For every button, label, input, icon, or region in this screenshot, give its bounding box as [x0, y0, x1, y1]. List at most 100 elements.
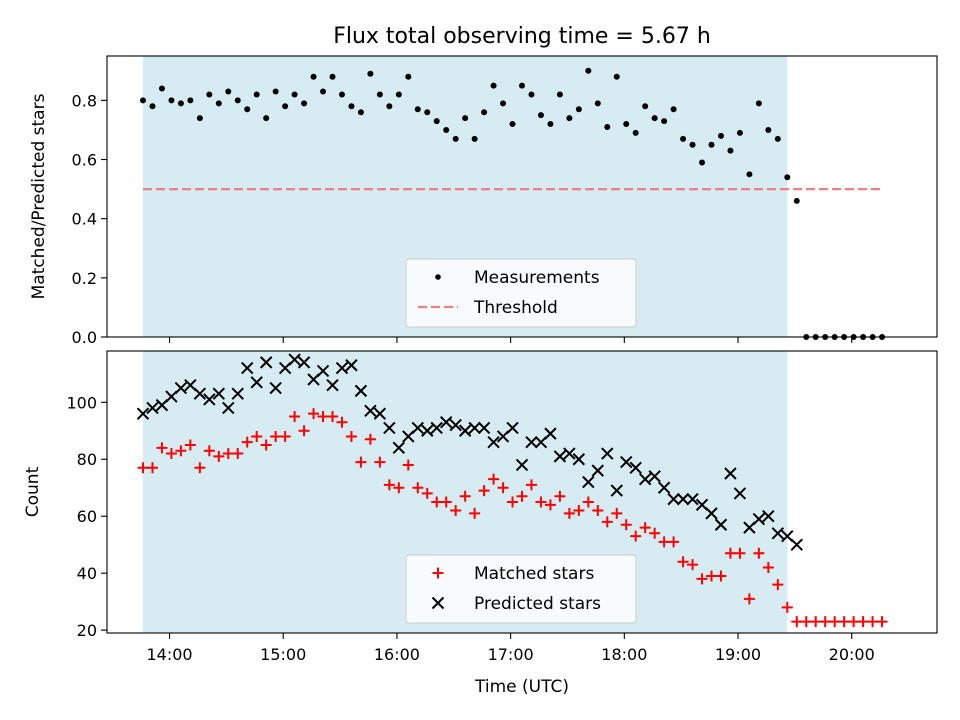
matched-star-point: [525, 479, 537, 491]
matched-star-point: [838, 616, 850, 628]
matched-star-point: [876, 616, 888, 628]
predicted-star-point: [629, 461, 642, 474]
matched-star-point: [308, 408, 320, 420]
x-tick-label: 14:00: [146, 645, 192, 664]
matched-star-point: [364, 433, 376, 445]
measurement-point: [367, 70, 374, 77]
top-legend-box: [405, 258, 637, 328]
measurement-point: [481, 109, 488, 116]
measurement-point: [282, 103, 289, 110]
predicted-star-point: [714, 518, 728, 531]
top-legend: Measurements Threshold: [405, 258, 637, 328]
matched-star-point: [327, 411, 339, 423]
measurement-point: [784, 174, 791, 181]
x-tick-label: 16:00: [374, 645, 420, 664]
predicted-star-point: [572, 453, 586, 466]
measurement-point: [244, 106, 251, 113]
top-y-axis-label: Matched/Predicted stars: [29, 93, 49, 299]
measurement-point: [357, 109, 364, 116]
measurement-point: [566, 115, 573, 122]
matched-star-point: [431, 496, 443, 508]
measurement-point: [708, 141, 715, 148]
matched-star-point: [478, 485, 490, 497]
measurement-point: [187, 97, 194, 104]
matched-star-point: [279, 430, 291, 442]
measurements-legend-marker: [435, 274, 441, 280]
predicted-star-point: [269, 381, 282, 395]
predicted-star-point: [790, 538, 803, 551]
top-y-tick-label: 0.6: [72, 151, 97, 170]
x-tick-label: 18:00: [601, 645, 647, 664]
predicted-star-point: [563, 447, 576, 460]
predicted-star-point: [506, 421, 519, 435]
measurement-point: [158, 85, 165, 92]
predicted-star-point: [525, 435, 538, 449]
measurement-point: [519, 82, 525, 89]
measurement-point: [727, 147, 734, 154]
predicted-star-point: [601, 447, 614, 460]
measurement-point: [765, 126, 772, 133]
measurement-point: [547, 121, 554, 128]
matched-star-point: [649, 527, 661, 539]
predicted-star-point: [345, 359, 358, 372]
measurement-point: [149, 103, 156, 110]
matched-star-point: [469, 507, 481, 519]
measurement-point: [395, 91, 402, 98]
matched-star-point: [497, 482, 509, 494]
measurement-point: [272, 88, 279, 95]
matched-star-point: [781, 601, 793, 613]
measurement-point: [376, 91, 383, 98]
measurements-legend-label: Measurements: [474, 268, 600, 288]
predicted-star-point: [392, 441, 406, 455]
predicted-star-point: [449, 418, 462, 432]
matched-star-point: [459, 490, 471, 502]
predicted-star-point: [553, 450, 567, 463]
predicted-star-point: [686, 492, 699, 506]
predicted-star-point: [250, 376, 263, 389]
measurement-point: [642, 103, 649, 110]
predicted-star-point: [487, 435, 500, 449]
matched-star-point: [270, 430, 282, 442]
measurement-point: [405, 73, 412, 80]
predicted-star-point: [458, 424, 472, 437]
matched-star-point: [383, 479, 395, 491]
matched-star-point: [507, 496, 519, 508]
measurement-point: [168, 97, 175, 104]
predicted-legend-marker: [431, 596, 445, 610]
matched-legend-marker: [432, 567, 444, 579]
bottom-legend: Matched stars Predicted stars: [405, 554, 637, 624]
matched-star-point: [289, 411, 301, 423]
ratio-panel: 0.00.20.40.60.8 Matched/Predicted stars …: [29, 55, 938, 347]
threshold-legend-label: Threshold: [473, 298, 558, 318]
bottom-y-tick-label: 20: [77, 621, 97, 640]
matched-star-point: [639, 522, 651, 534]
matched-star-point: [213, 450, 225, 462]
predicted-star-point: [468, 421, 481, 435]
predicted-star-point: [241, 361, 254, 375]
predicted-star-point: [174, 381, 188, 395]
matched-star-point: [601, 516, 613, 528]
matched-star-point: [374, 456, 386, 468]
x-axis-label: Time (UTC): [474, 677, 569, 697]
matched-star-points: [137, 408, 888, 628]
predicted-star-point: [383, 421, 396, 435]
predicted-star-point: [193, 387, 207, 400]
matched-star-point: [724, 547, 736, 559]
matched-star-point: [554, 490, 566, 502]
measurement-point: [471, 135, 478, 142]
matched-star-point: [241, 436, 253, 448]
matched-star-point: [137, 462, 149, 474]
predicted-star-point: [610, 484, 623, 497]
measurement-point: [215, 100, 222, 107]
measurement-point: [585, 67, 592, 74]
matched-star-point: [440, 496, 452, 508]
matched-star-point: [317, 411, 329, 423]
predicted-star-point: [136, 407, 150, 420]
matched-star-point: [620, 519, 632, 531]
matched-star-point: [687, 559, 699, 571]
matched-star-point: [251, 430, 263, 442]
x-tick-label: 20:00: [829, 645, 875, 664]
matched-star-point: [800, 616, 812, 628]
measurement-point: [604, 123, 611, 130]
predicted-star-point: [316, 364, 330, 378]
